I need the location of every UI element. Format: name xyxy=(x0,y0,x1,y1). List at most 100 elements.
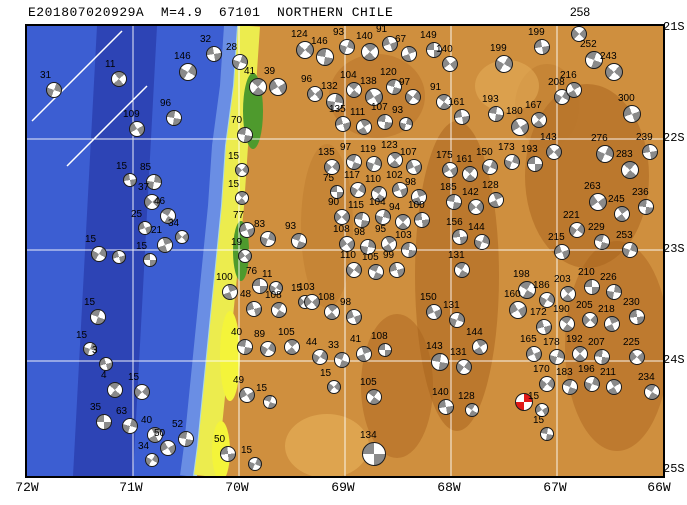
depth-label: 236 xyxy=(632,187,649,198)
depth-label: 108 xyxy=(371,331,388,342)
depth-label: 185 xyxy=(440,182,457,193)
depth-label: 230 xyxy=(623,297,640,308)
depth-label: 105 xyxy=(360,377,377,388)
focal-mechanism-beachball xyxy=(594,234,610,250)
focal-mechanism-beachball xyxy=(346,154,362,170)
focal-mechanism-beachball xyxy=(589,193,607,211)
depth-label: 109 xyxy=(123,109,140,120)
andes-dark-patch xyxy=(525,84,649,268)
focal-mechanism-beachball xyxy=(482,159,498,175)
depth-label: 110 xyxy=(365,174,381,185)
focal-mechanism-beachball xyxy=(138,221,152,235)
focal-mechanism-beachball xyxy=(134,384,150,400)
depth-label: 105 xyxy=(362,252,379,263)
focal-mechanism-beachball xyxy=(596,145,614,163)
focal-mechanism-beachball xyxy=(526,346,542,362)
focal-mechanism-beachball xyxy=(330,185,344,199)
focal-mechanism-beachball xyxy=(582,312,598,328)
depth-label: 35 xyxy=(90,402,102,413)
depth-label: 225 xyxy=(623,337,640,348)
depth-label: 173 xyxy=(498,142,515,153)
depth-label: 120 xyxy=(380,67,397,78)
focal-mechanism-beachball xyxy=(335,116,351,132)
x-axis-tick-70w: 70W xyxy=(225,480,249,495)
depth-label: 156 xyxy=(446,217,463,228)
focal-mechanism-beachball xyxy=(249,78,267,96)
focal-mechanism-beachball xyxy=(381,236,397,252)
depth-label: 63 xyxy=(116,406,128,417)
depth-label: 15 xyxy=(84,297,96,308)
focal-mechanism-beachball xyxy=(316,48,334,66)
depth-label: 67 xyxy=(395,34,407,45)
focal-mechanism-beachball xyxy=(509,301,527,319)
depth-label: 131 xyxy=(448,250,465,261)
depth-label: 263 xyxy=(584,181,601,192)
focal-mechanism-beachball xyxy=(539,292,555,308)
focal-mechanism-beachball xyxy=(604,316,620,332)
focal-mechanism-beachball xyxy=(269,281,283,295)
focal-mechanism-beachball xyxy=(642,144,658,160)
focal-mechanism-beachball xyxy=(122,418,138,434)
depth-label: 48 xyxy=(240,289,252,300)
focal-mechanism-beachball xyxy=(304,294,320,310)
depth-label: 229 xyxy=(588,222,605,233)
depth-label: 15 xyxy=(128,372,140,383)
depth-label: 4 xyxy=(101,370,107,381)
focal-mechanism-beachball xyxy=(235,191,249,205)
focal-mechanism-beachball xyxy=(334,209,350,225)
depth-label: 300 xyxy=(618,93,635,104)
depth-label: 234 xyxy=(638,372,655,383)
focal-mechanism-beachball xyxy=(239,222,255,238)
focal-mechanism-beachball xyxy=(449,312,465,328)
focal-mechanism-beachball xyxy=(411,189,427,205)
focal-mechanism-beachball xyxy=(346,82,362,98)
focal-mechanism-beachball xyxy=(462,166,478,182)
depth-label: 218 xyxy=(598,304,615,315)
depth-label: 226 xyxy=(600,272,617,283)
depth-label: 15 xyxy=(76,330,88,341)
depth-label: 216 xyxy=(560,70,577,81)
focal-mechanism-beachball xyxy=(260,341,276,357)
focal-mechanism-beachball xyxy=(90,309,106,325)
depth-label: 25 xyxy=(131,209,143,220)
depth-label: 135 xyxy=(318,147,335,158)
depth-label: 140 xyxy=(356,31,373,42)
depth-label: 98 xyxy=(340,297,352,308)
depth-label: 90 xyxy=(328,197,340,208)
focal-mechanism-beachball xyxy=(307,86,323,102)
depth-label: 15 xyxy=(116,161,128,172)
focal-mechanism-beachball xyxy=(454,109,470,125)
focal-mechanism-beachball xyxy=(644,384,660,400)
focal-mechanism-beachball xyxy=(263,395,277,409)
depth-label: 160 xyxy=(504,289,521,300)
depth-label: 95 xyxy=(375,224,387,235)
focal-mechanism-beachball xyxy=(145,453,159,467)
focal-mechanism-beachball xyxy=(160,208,176,224)
depth-label: 239 xyxy=(636,132,653,143)
focal-mechanism-beachball xyxy=(179,63,197,81)
depth-label: 83 xyxy=(254,219,266,230)
focal-mechanism-beachball xyxy=(399,117,413,131)
depth-label: 15 xyxy=(528,391,540,402)
focal-mechanism-beachball xyxy=(339,236,355,252)
focal-mechanism-beachball xyxy=(549,349,565,365)
focal-mechanism-beachball xyxy=(378,343,392,357)
focal-mechanism-beachball xyxy=(326,93,344,111)
depth-label: 221 xyxy=(563,210,580,221)
focal-mechanism-beachball xyxy=(346,262,362,278)
focal-mechanism-beachball xyxy=(527,156,543,172)
focal-mechanism-beachball xyxy=(144,194,160,210)
depth-label: 98 xyxy=(354,227,366,238)
depth-label: 33 xyxy=(328,340,340,351)
depth-label: 196 xyxy=(578,364,595,375)
plot-title: E201807020929A M=4.9 67101 NORTHERN CHIL… xyxy=(28,5,394,20)
focal-mechanism-beachball xyxy=(350,182,366,198)
focal-mechanism-beachball xyxy=(107,382,123,398)
depth-label: 199 xyxy=(528,27,545,38)
depth-label: 140 xyxy=(436,44,453,55)
focal-mechanism-beachball xyxy=(371,186,387,202)
focal-mechanism-beachball xyxy=(569,222,585,238)
ocean-shallow-band xyxy=(180,26,238,476)
focal-mechanism-beachball xyxy=(248,457,262,471)
focal-mechanism-beachball xyxy=(554,244,570,260)
